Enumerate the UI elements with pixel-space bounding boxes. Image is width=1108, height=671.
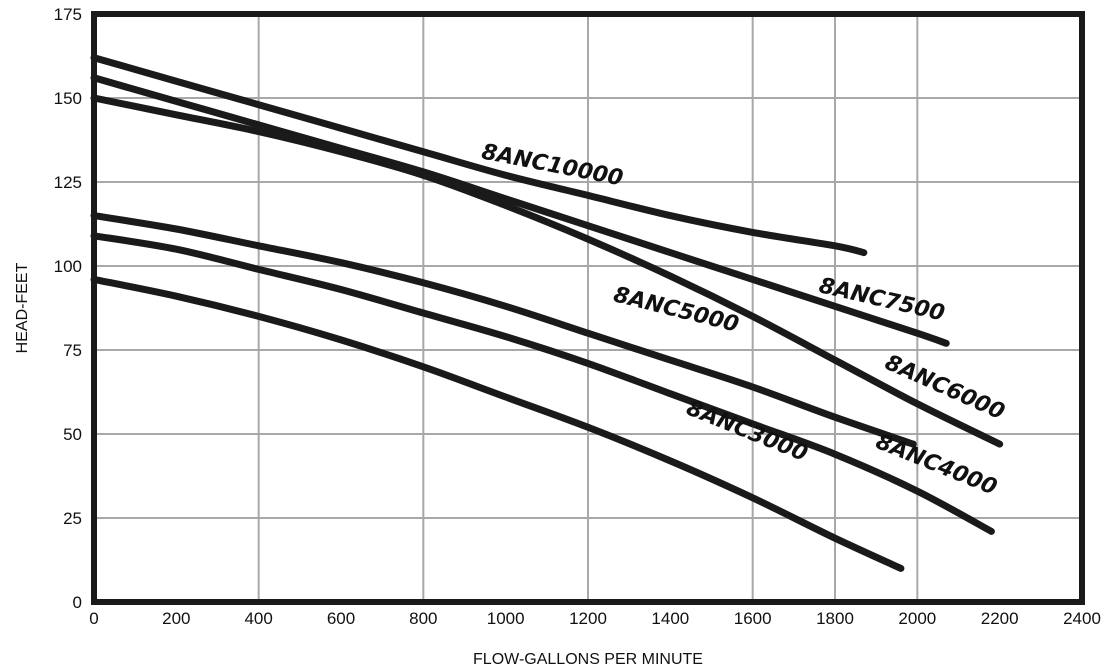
- x-axis-title: FLOW-GALLONS PER MINUTE: [473, 651, 703, 668]
- x-tick-label: 600: [327, 609, 355, 628]
- x-tick-labels: 0 200 400 600 800 1000 1200 1400 1600 1800 2000 220…: [89, 609, 1101, 628]
- y-tick-label: 125: [54, 173, 82, 192]
- curve-8anc6000: [90, 94, 1004, 448]
- y-tick-label: 75: [63, 341, 82, 360]
- curve-8anc7500: [90, 74, 950, 347]
- curve-label-8anc3000: 8ANC3000: [683, 396, 811, 467]
- curve-8anc5000: [90, 212, 917, 448]
- y-tick-label: 150: [54, 89, 82, 108]
- y-tick-label: 175: [54, 5, 82, 24]
- curve-8anc10000: [90, 54, 868, 257]
- y-tick-labels: 0 25 50 75 100 125 150 175: [54, 5, 82, 612]
- y-axis-title: HEAD-FEET: [14, 262, 31, 353]
- x-tick-label: 2400: [1063, 609, 1101, 628]
- x-tick-label: 0: [89, 609, 98, 628]
- x-tick-label: 1800: [816, 609, 854, 628]
- x-tick-label: 400: [244, 609, 272, 628]
- x-tick-label: 1200: [569, 609, 607, 628]
- x-tick-label: 2200: [981, 609, 1019, 628]
- curve-label-8anc5000: 8ANC5000: [611, 282, 741, 337]
- plot-frame: [91, 11, 1085, 605]
- curve-8anc3000: [90, 275, 905, 572]
- x-tick-label: 800: [409, 609, 437, 628]
- y-tick-label: 50: [63, 425, 82, 444]
- x-tick-label: 1400: [651, 609, 689, 628]
- pump-curves: [90, 54, 1004, 572]
- y-tick-label: 0: [73, 593, 82, 612]
- curve-8anc4000: [90, 232, 995, 535]
- x-tick-label: 2000: [898, 609, 936, 628]
- curve-label-8anc4000: 8ANC4000: [872, 429, 1000, 500]
- x-tick-label: 1000: [487, 609, 525, 628]
- y-tick-label: 25: [63, 509, 82, 528]
- x-tick-label: 1600: [734, 609, 772, 628]
- y-tick-label: 100: [54, 257, 82, 276]
- x-tick-label: 200: [162, 609, 190, 628]
